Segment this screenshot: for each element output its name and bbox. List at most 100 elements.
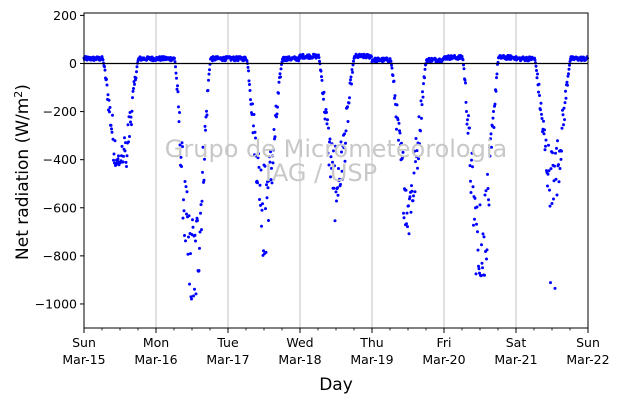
data-point	[199, 211, 202, 215]
y-tick-label: −200	[43, 104, 77, 119]
data-point	[185, 190, 189, 194]
data-point	[194, 292, 198, 296]
data-point	[474, 272, 478, 276]
data-point	[251, 102, 254, 106]
data-point	[481, 266, 484, 270]
data-point	[409, 210, 413, 214]
data-point	[417, 157, 420, 161]
data-point	[413, 190, 417, 194]
data-point	[328, 137, 332, 141]
data-point	[131, 96, 134, 100]
data-point	[326, 118, 329, 122]
data-point	[337, 167, 340, 170]
data-point	[476, 248, 480, 252]
data-point	[548, 188, 551, 192]
data-point	[259, 203, 262, 207]
data-point	[473, 217, 476, 221]
data-point	[350, 68, 354, 72]
data-point	[468, 126, 471, 130]
data-point	[544, 138, 548, 142]
data-point	[490, 145, 493, 149]
data-point	[173, 60, 177, 64]
data-point	[401, 156, 404, 160]
data-point	[108, 106, 112, 109]
data-point	[395, 127, 398, 131]
data-point	[188, 282, 191, 286]
data-point	[189, 252, 192, 256]
data-point	[264, 207, 267, 211]
data-point	[191, 225, 195, 229]
data-point	[471, 185, 475, 189]
x-tick-label-date: Mar-16	[134, 352, 177, 367]
data-point	[279, 67, 283, 71]
data-point	[396, 118, 400, 122]
data-point	[401, 150, 405, 154]
data-point	[252, 113, 256, 116]
data-point	[567, 72, 570, 76]
data-point	[268, 155, 271, 159]
data-point	[539, 101, 543, 105]
data-point	[472, 223, 475, 227]
data-point	[328, 140, 331, 144]
data-point	[341, 177, 344, 181]
data-point	[110, 130, 114, 134]
data-point	[331, 160, 334, 164]
data-point	[130, 123, 133, 127]
data-point	[486, 187, 490, 190]
data-point	[467, 114, 470, 118]
data-point	[553, 164, 556, 168]
y-axis-title-superscript: 2	[12, 91, 25, 98]
data-point	[495, 76, 498, 80]
data-point	[561, 113, 565, 117]
x-tick-label-date: Mar-19	[350, 352, 393, 367]
data-point	[105, 77, 108, 81]
data-point	[416, 166, 419, 170]
data-point	[481, 232, 485, 236]
data-point	[278, 72, 282, 76]
data-point	[256, 156, 260, 160]
data-point	[558, 167, 562, 170]
data-point	[178, 111, 181, 114]
data-point	[488, 154, 492, 158]
data-point	[327, 163, 331, 167]
data-point	[542, 119, 545, 123]
data-point	[198, 246, 201, 250]
data-point	[109, 123, 113, 127]
data-point	[491, 116, 495, 120]
data-point	[462, 67, 466, 71]
data-point	[423, 76, 426, 80]
data-point	[555, 193, 559, 197]
data-point	[207, 78, 210, 82]
data-point	[270, 181, 274, 185]
data-point	[322, 90, 326, 94]
data-point	[260, 224, 263, 228]
data-point	[535, 76, 539, 80]
data-point	[177, 120, 181, 124]
data-point	[537, 90, 540, 94]
data-point	[336, 186, 339, 190]
data-point	[277, 80, 281, 84]
data-point	[112, 152, 116, 156]
data-point	[543, 128, 546, 132]
y-tick-label: −800	[43, 248, 77, 263]
data-point	[557, 163, 560, 167]
data-point	[553, 286, 557, 290]
data-point	[395, 103, 399, 107]
data-point	[540, 117, 544, 120]
data-point	[330, 142, 334, 146]
data-point	[407, 204, 410, 208]
data-point	[549, 281, 552, 285]
data-point	[351, 63, 355, 67]
data-point	[175, 76, 178, 80]
data-point	[338, 177, 341, 181]
data-point	[253, 130, 257, 134]
data-point	[533, 58, 537, 62]
data-point	[563, 101, 567, 105]
data-point	[560, 149, 563, 153]
data-point	[418, 142, 421, 146]
data-point	[480, 261, 484, 265]
data-point	[319, 69, 323, 73]
data-point	[402, 216, 406, 220]
data-point	[375, 60, 379, 64]
data-point	[415, 149, 419, 153]
